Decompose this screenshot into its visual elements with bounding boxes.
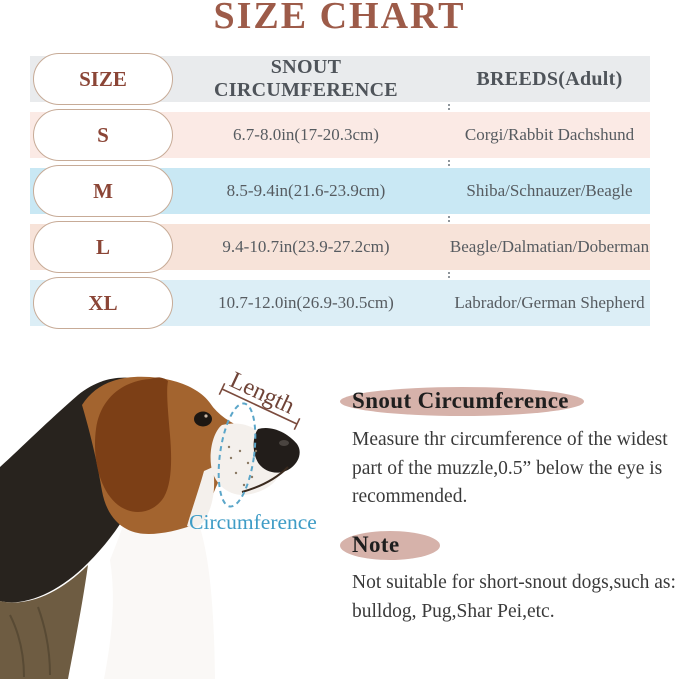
size-header-pill: SIZE: [33, 53, 173, 105]
heading-highlight-ellipse: [340, 387, 584, 416]
breeds-value: Corgi/Rabbit Dachshund: [464, 125, 635, 144]
heading-text: Snout Circumference: [352, 388, 569, 413]
dog-white-chest: [104, 433, 215, 679]
dog-eye: [194, 411, 212, 427]
table-row-s: S 6.7-8.0in(17-20.3cm) Corgi/Rabbit Dach…: [30, 109, 650, 161]
snout-circumference-heading: Snout Circumference: [340, 384, 584, 418]
nose-highlight: [279, 440, 289, 446]
dog-chin: [187, 467, 215, 528]
snout-value: 8.5-9.4in(21.6-23.9cm): [226, 181, 386, 200]
breeds-value: Shiba/Schnauzer/Beagle: [466, 181, 633, 200]
dog-ear: [94, 377, 172, 512]
snout-header-label: SNOUT CIRCUMFERENCE: [214, 56, 398, 101]
size-pill: XL: [33, 277, 173, 329]
breeds-value: Labrador/German Shepherd: [454, 293, 645, 312]
snout-value: 9.4-10.7in(23.9-27.2cm): [222, 237, 390, 256]
size-pill: L: [33, 221, 173, 273]
breeds-value: Beagle/Dalmatian/Doberman: [449, 237, 650, 256]
table-row-xl: XL 10.7-12.0in(26.9-30.5cm) Labrador/Ger…: [30, 277, 650, 329]
snout-value: 6.7-8.0in(17-20.3cm): [233, 125, 379, 144]
size-chart-table: SIZE SNOUT CIRCUMFERENCE BREEDS(Adult) S…: [30, 53, 650, 329]
length-measure-line: [218, 382, 301, 431]
note-heading: Note: [340, 528, 440, 562]
breeds-header-label: BREEDS(Adult): [476, 67, 623, 90]
heading-text: Note: [352, 532, 400, 557]
circumference-label: Circumference: [189, 510, 317, 534]
dog-nose: [253, 427, 300, 473]
eye-glint: [204, 414, 208, 418]
snout-circumference-body: Measure thr circumference of the widest …: [352, 429, 668, 507]
table-header-row: SIZE SNOUT CIRCUMFERENCE BREEDS(Adult): [30, 53, 650, 105]
dog-photo: [0, 376, 301, 679]
fur-streak: [9, 606, 51, 678]
size-value: L: [95, 234, 110, 259]
heading-highlight-ellipse: [340, 531, 440, 560]
table-row-m: M 8.5-9.4in(21.6-23.9cm) Shiba/Schnauzer…: [30, 165, 650, 217]
muzzle-speckles: [227, 445, 258, 487]
size-header-label: SIZE: [79, 66, 127, 91]
size-pill: M: [33, 165, 173, 217]
page-title: SIZE CHART: [213, 0, 466, 37]
size-value: XL: [88, 290, 118, 315]
mouth-line: [241, 466, 289, 493]
table-row-l: L 9.4-10.7in(23.9-27.2cm) Beagle/Dalmati…: [30, 221, 650, 273]
size-value: M: [93, 178, 113, 203]
size-value: S: [97, 122, 109, 147]
size-pill: S: [33, 109, 173, 161]
snout-value: 10.7-12.0in(26.9-30.5cm): [218, 293, 394, 312]
note-body: Not suitable for short-snout dogs,such a…: [352, 572, 676, 622]
